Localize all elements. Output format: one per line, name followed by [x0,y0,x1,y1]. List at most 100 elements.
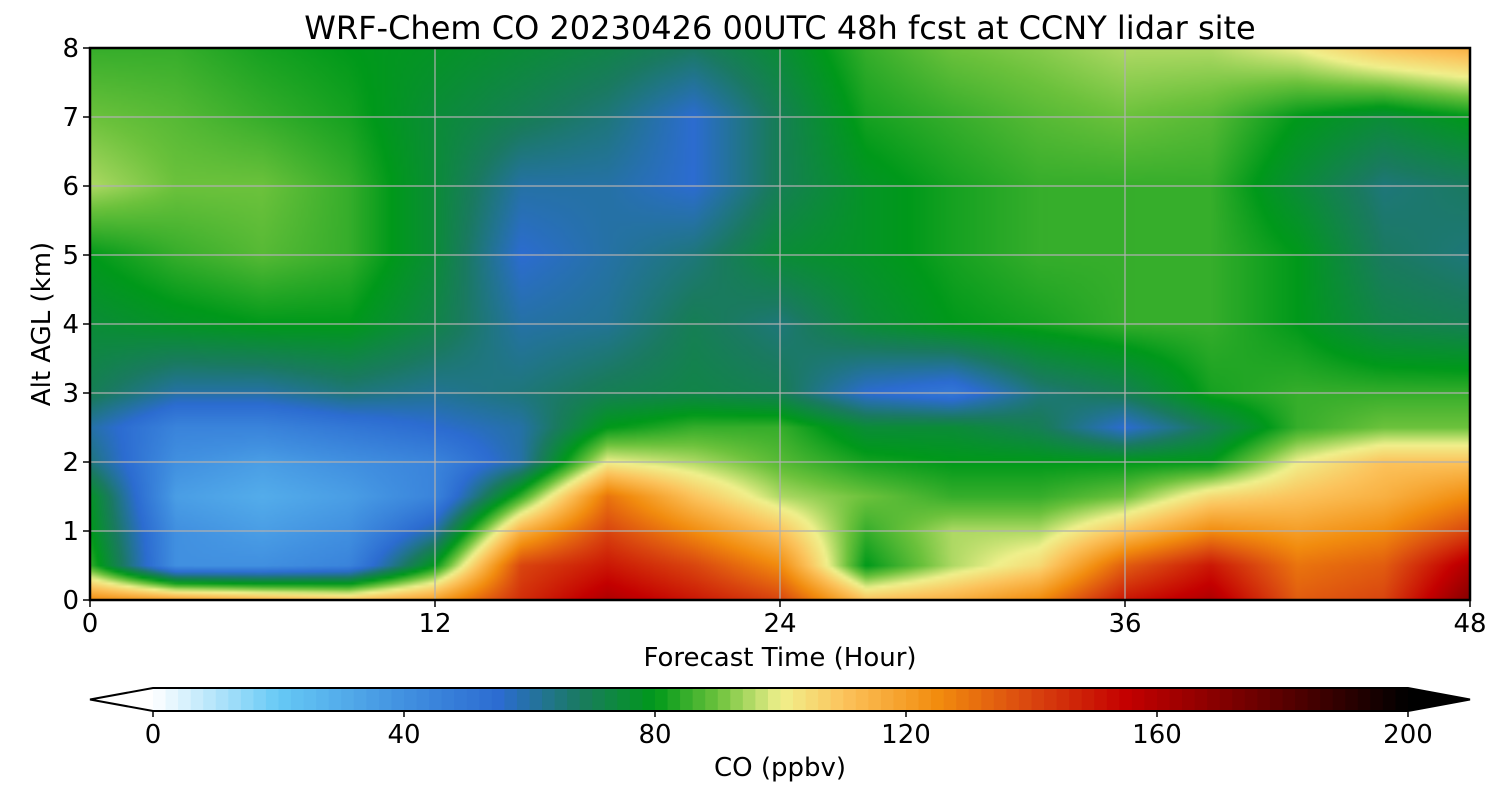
colorbar-segment [228,688,242,711]
colorbar-segment [1282,688,1296,711]
x-axis-ticks: 0 12 24 36 48 [82,600,1487,639]
colorbar-segment [504,688,518,711]
colorbar-extend-high [1408,688,1470,711]
colorbar-segment [328,688,342,711]
colorbar-segment [291,688,305,711]
colorbar-segment [642,688,656,711]
colorbar-segment [943,688,957,711]
y-tick-label: 5 [62,241,79,271]
colorbar-segment [680,688,694,711]
colorbar-segment [655,688,669,711]
colorbar-segment [730,688,744,711]
colorbar-segment [1119,688,1133,711]
colorbar-segment [516,688,531,711]
y-tick-label: 8 [62,34,79,64]
colorbar-segment [190,688,204,711]
colorbar-segment [466,688,480,711]
colorbar-segment [253,688,267,711]
colorbar-segment [1370,688,1384,711]
colorbar-segment [1182,688,1196,711]
colorbar-segment [240,688,254,711]
colorbar-segment [880,688,895,711]
colorbar-label: CO (ppbv) [714,753,846,783]
colorbar-tick-label: 80 [638,720,671,750]
colorbar-segment [1345,688,1359,711]
colorbar-segment [767,688,782,711]
x-tick-label: 36 [1108,609,1141,639]
colorbar-segment [868,688,882,711]
colorbar-segment [203,688,217,711]
colorbar-segment [1395,688,1409,711]
colorbar: 0 40 80 120 160 200 [89,687,1471,750]
colorbar-tick-label: 200 [1383,720,1433,750]
colorbar-segment [153,688,167,711]
colorbar-segment [303,688,317,711]
colorbar-segment [893,688,907,711]
y-tick-label: 6 [62,172,79,202]
colorbar-tick-label: 0 [145,720,162,750]
colorbar-segment [1194,688,1208,711]
colorbar-segment [1044,688,1058,711]
colorbar-segment [441,688,455,711]
colorbar-segment [1018,688,1033,711]
colorbar-segment [1069,688,1083,711]
colorbar-segment [391,688,405,711]
colorbar-segment [993,688,1007,711]
colorbar-segment [918,688,932,711]
colorbar-segment [1106,688,1120,711]
colorbar-segment [542,688,556,711]
colorbar-segment [215,688,229,711]
y-tick-label: 1 [62,517,79,547]
colorbar-segment [818,688,832,711]
chart-title: WRF-Chem CO 20230426 00UTC 48h fcst at C… [304,9,1255,47]
colorbar-segment [742,688,756,711]
colorbar-segment [1232,688,1246,711]
colorbar-segment [604,688,618,711]
colorbar-segment [830,688,844,711]
colorbar-segment [454,688,468,711]
colorbar-segment [1207,688,1221,711]
colorbar-segment [1382,688,1397,711]
y-tick-label: 0 [62,586,79,616]
colorbar-segment [265,688,280,711]
colorbar-segment [378,688,393,711]
colorbar-tick-label: 40 [387,720,420,750]
colorbar-segment [1357,688,1371,711]
colorbar-segment [278,688,292,711]
y-tick-label: 7 [62,103,79,133]
colorbar-segment [529,688,543,711]
colorbar-segment [629,688,644,711]
colorbar-segment [429,688,443,711]
colorbar-segment [1169,688,1183,711]
colorbar-segment [1056,688,1070,711]
colorbar-segment [416,688,430,711]
x-axis-label: Forecast Time (Hour) [643,643,916,673]
colorbar-segment [404,688,418,711]
colorbar-segment [1157,688,1171,711]
colorbar-segment [1031,688,1045,711]
colorbar-segment [1244,688,1258,711]
colorbar-segment [755,688,769,711]
colorbar-segment [931,688,945,711]
colorbar-segment [165,688,179,711]
colorbar-segment [1295,688,1309,711]
colorbar-segment [906,688,920,711]
x-tick-label: 48 [1453,609,1486,639]
colorbar-segment [479,688,493,711]
colorbar-segment [1269,688,1284,711]
x-tick-label: 12 [418,609,451,639]
colorbar-segment [705,688,719,711]
colorbar-segment [843,688,857,711]
colorbar-segment [1131,688,1146,711]
colorbar-segment [316,688,330,711]
colorbar-segment [981,688,995,711]
colorbar-segment [667,688,681,711]
y-tick-label: 3 [62,379,79,409]
colorbar-segment [567,688,581,711]
colorbar-segment [1006,688,1020,711]
colorbar-segment [1219,688,1233,711]
colorbar-segment [366,688,380,711]
colorbar-segment [1307,688,1321,711]
y-axis-ticks: 0 1 2 3 4 5 6 7 8 [62,34,90,616]
